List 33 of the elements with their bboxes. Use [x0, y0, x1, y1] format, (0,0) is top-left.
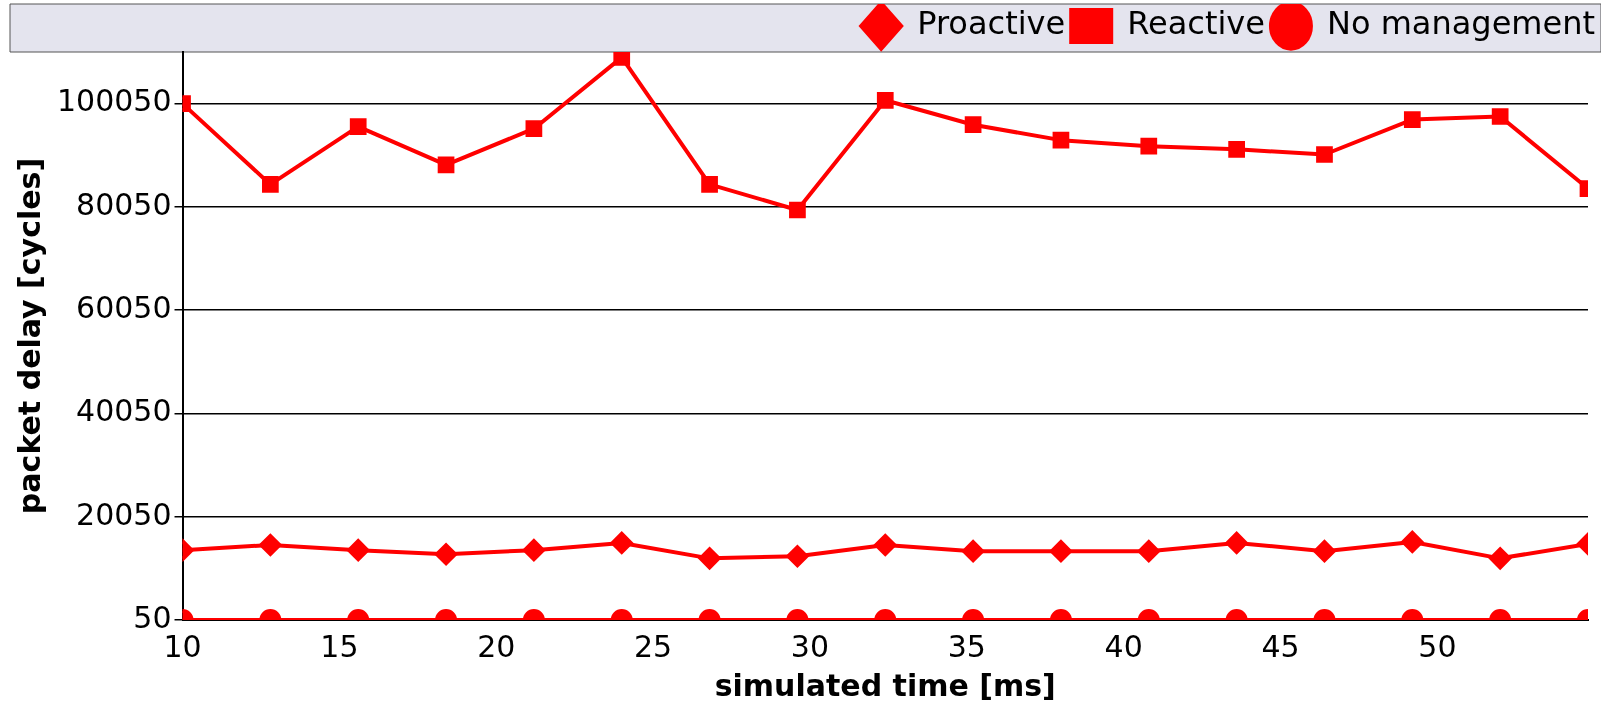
- x-tick-label: 40: [1104, 628, 1143, 664]
- point: [876, 91, 894, 109]
- point: [1140, 137, 1158, 155]
- y-tick-label: 60050: [76, 289, 172, 325]
- point: [1491, 108, 1509, 125]
- y-tick-label: 100050: [56, 83, 172, 119]
- x-tick-label: 35: [947, 628, 986, 664]
- y-tick-label: 80050: [76, 186, 172, 222]
- point: [1403, 111, 1421, 128]
- x-tick-label: 20: [477, 628, 516, 664]
- legend-label: Proactive: [917, 4, 1066, 43]
- x-tick-label: 15: [320, 628, 359, 664]
- point: [1316, 146, 1333, 163]
- legend-label: Reactive: [1127, 4, 1265, 43]
- x-tick-label: 50: [1418, 628, 1457, 664]
- point: [525, 120, 543, 138]
- point: [262, 176, 279, 193]
- point: [1052, 131, 1070, 149]
- point: [1228, 140, 1245, 158]
- y-tick-label: 40050: [76, 393, 172, 429]
- x-tick-label: 45: [1261, 628, 1300, 664]
- point: [613, 52, 631, 66]
- y-tick-label: 20050: [76, 496, 172, 532]
- x-tick-label: 25: [634, 628, 673, 664]
- x-tick-label: 30: [790, 628, 830, 664]
- point: [964, 116, 982, 134]
- y-axis-title: packet delay [cycles]: [11, 157, 47, 515]
- point: [701, 176, 718, 193]
- x-axis-title: simulated time [ms]: [714, 667, 1056, 703]
- legend-label: No management: [1326, 4, 1595, 43]
- point: [789, 201, 806, 219]
- point: [437, 156, 455, 174]
- point: [349, 118, 367, 135]
